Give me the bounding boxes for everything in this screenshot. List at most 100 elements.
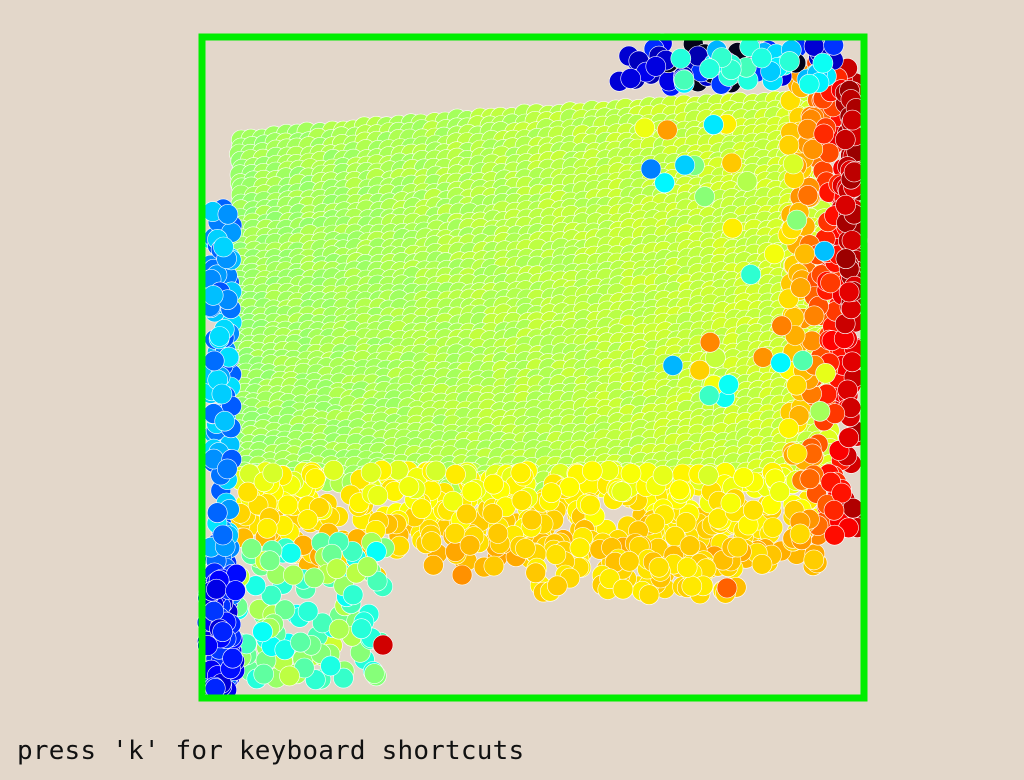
particle — [360, 462, 382, 483]
particle — [834, 129, 856, 150]
particle — [803, 549, 825, 571]
particle — [786, 443, 808, 464]
particle — [372, 634, 394, 656]
particle — [763, 243, 785, 265]
particle — [569, 537, 591, 559]
particle — [445, 464, 466, 485]
particle — [245, 575, 266, 597]
particle — [277, 494, 299, 516]
particle — [769, 481, 791, 503]
particle — [654, 172, 675, 194]
particle — [676, 557, 698, 578]
particle — [698, 385, 720, 406]
particle — [252, 621, 273, 643]
particle — [209, 326, 230, 347]
particle — [206, 578, 227, 600]
particle — [559, 476, 580, 498]
particle — [328, 618, 350, 640]
particle — [837, 379, 858, 401]
particle — [421, 531, 442, 552]
particle — [202, 285, 224, 306]
particle — [802, 139, 824, 160]
particle — [831, 482, 852, 504]
particle — [612, 578, 634, 600]
particle — [727, 536, 749, 558]
particle — [794, 243, 816, 265]
particle — [425, 460, 447, 482]
particle — [699, 58, 720, 79]
particle — [720, 492, 742, 514]
particle — [411, 498, 432, 520]
particle — [674, 154, 696, 176]
particle — [320, 655, 341, 677]
particle — [541, 482, 562, 504]
particle — [237, 481, 259, 503]
particle — [398, 476, 420, 498]
particle — [841, 230, 863, 251]
particle — [838, 281, 860, 303]
particle — [675, 512, 697, 533]
particle — [716, 577, 738, 599]
particle — [451, 564, 473, 586]
particle — [681, 575, 703, 597]
particle — [241, 538, 262, 559]
particle — [323, 459, 344, 481]
particle — [797, 185, 819, 206]
particle — [841, 351, 863, 373]
particle — [786, 209, 808, 231]
particle — [620, 463, 642, 484]
particle — [459, 534, 481, 556]
particle — [279, 665, 300, 687]
particle — [214, 410, 235, 432]
particle — [297, 601, 319, 622]
particle — [638, 584, 660, 606]
particle — [212, 621, 233, 643]
particle — [722, 217, 743, 239]
particle — [222, 647, 243, 669]
particle — [510, 462, 532, 484]
particle — [770, 352, 792, 374]
particle — [546, 575, 568, 597]
particle — [698, 464, 719, 486]
particle — [579, 494, 601, 516]
particle — [689, 359, 711, 381]
particle — [799, 468, 821, 490]
particle — [618, 550, 640, 572]
particle — [274, 599, 296, 621]
particle — [751, 47, 772, 69]
particle — [461, 481, 483, 502]
particle — [740, 264, 762, 285]
particle — [213, 236, 234, 258]
particle — [820, 272, 841, 294]
particle — [611, 481, 633, 503]
particle — [809, 400, 831, 422]
particle — [699, 331, 721, 353]
particle — [366, 570, 388, 592]
particle — [482, 503, 504, 524]
particle — [640, 158, 662, 180]
particle — [835, 194, 856, 216]
particle — [823, 499, 845, 521]
particle — [771, 315, 793, 337]
particle — [303, 567, 325, 589]
particle — [670, 48, 692, 69]
particle — [521, 509, 543, 531]
particle — [782, 153, 804, 175]
particle — [217, 458, 238, 480]
particle — [815, 362, 836, 384]
particle — [581, 460, 603, 482]
particle — [203, 350, 225, 372]
particle — [259, 550, 281, 572]
particle — [217, 204, 239, 225]
particle — [673, 69, 695, 91]
particle — [367, 485, 389, 506]
particle — [545, 544, 567, 565]
particle — [779, 51, 800, 72]
particle — [762, 517, 784, 538]
particle — [733, 467, 754, 488]
particle — [262, 462, 284, 484]
particle — [838, 427, 860, 449]
particle — [351, 618, 372, 640]
particle — [280, 542, 302, 564]
